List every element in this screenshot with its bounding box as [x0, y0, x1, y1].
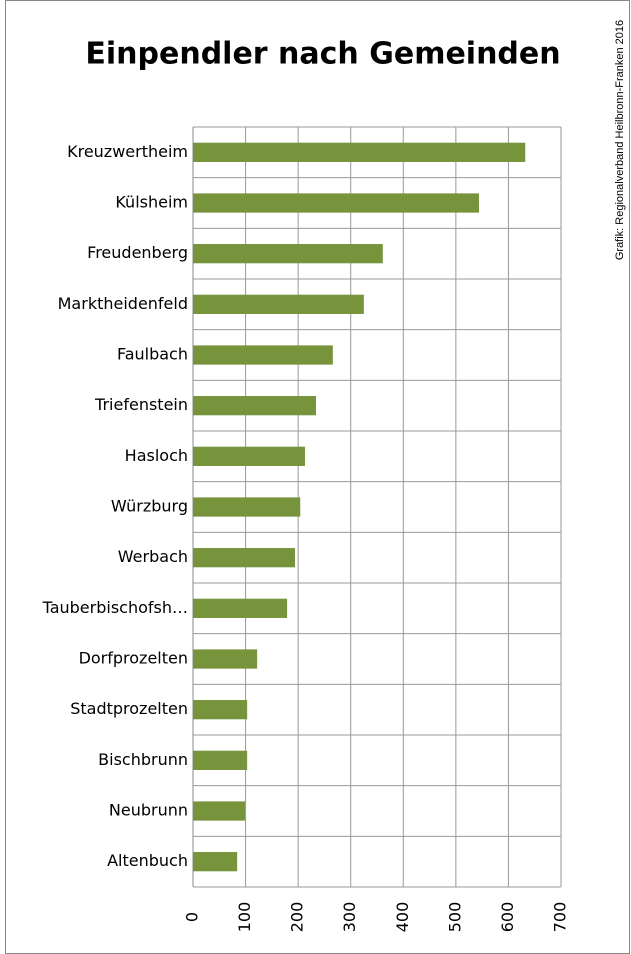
bar [193, 244, 383, 264]
x-tick-label: 500 [445, 902, 464, 933]
x-tick-label: 300 [340, 902, 359, 933]
y-tick-label: Külsheim [115, 193, 188, 212]
x-tick-label: 0 [183, 912, 202, 922]
x-tick-label: 100 [235, 902, 254, 933]
y-tick-label: Neubrunn [109, 801, 188, 820]
bar [193, 193, 479, 213]
y-tick-label: Bischbrunn [98, 750, 188, 769]
y-tick-label: Faulbach [117, 345, 188, 364]
bar [193, 142, 526, 162]
y-tick-label: Stadtprozelten [70, 699, 188, 718]
y-tick-label: Werbach [118, 547, 188, 566]
y-tick-label: Altenbuch [107, 851, 188, 870]
x-tick-label: 200 [288, 902, 307, 933]
source-note: Grafik: Regionalverband Heilbronn-Franke… [614, 20, 626, 260]
bar [193, 598, 288, 618]
y-tick-label: Marktheidenfeld [58, 294, 188, 313]
y-tick-label: Tauberbischofsh… [42, 598, 188, 617]
bar [193, 700, 248, 720]
bar [193, 497, 301, 517]
bar [193, 852, 238, 872]
y-tick-label: Kreuzwertheim [67, 142, 188, 161]
x-tick-label: 400 [393, 902, 412, 933]
y-tick-label: Hasloch [125, 446, 188, 465]
y-tick-label: Dorfprozelten [79, 649, 188, 668]
y-tick-label: Würzburg [111, 497, 188, 516]
bar [193, 294, 364, 314]
y-tick-label: Triefenstein [94, 395, 188, 414]
x-tick-label: 600 [498, 902, 517, 933]
y-tick-label: Freudenberg [87, 243, 188, 262]
bar [193, 649, 258, 669]
bar [193, 396, 317, 416]
chart-title: Einpendler nach Gemeinden [85, 37, 560, 72]
bar [193, 548, 295, 568]
bar [193, 801, 246, 821]
bar [193, 446, 305, 466]
bar [193, 345, 333, 365]
x-tick-label: 700 [551, 902, 570, 933]
bar [193, 750, 248, 770]
